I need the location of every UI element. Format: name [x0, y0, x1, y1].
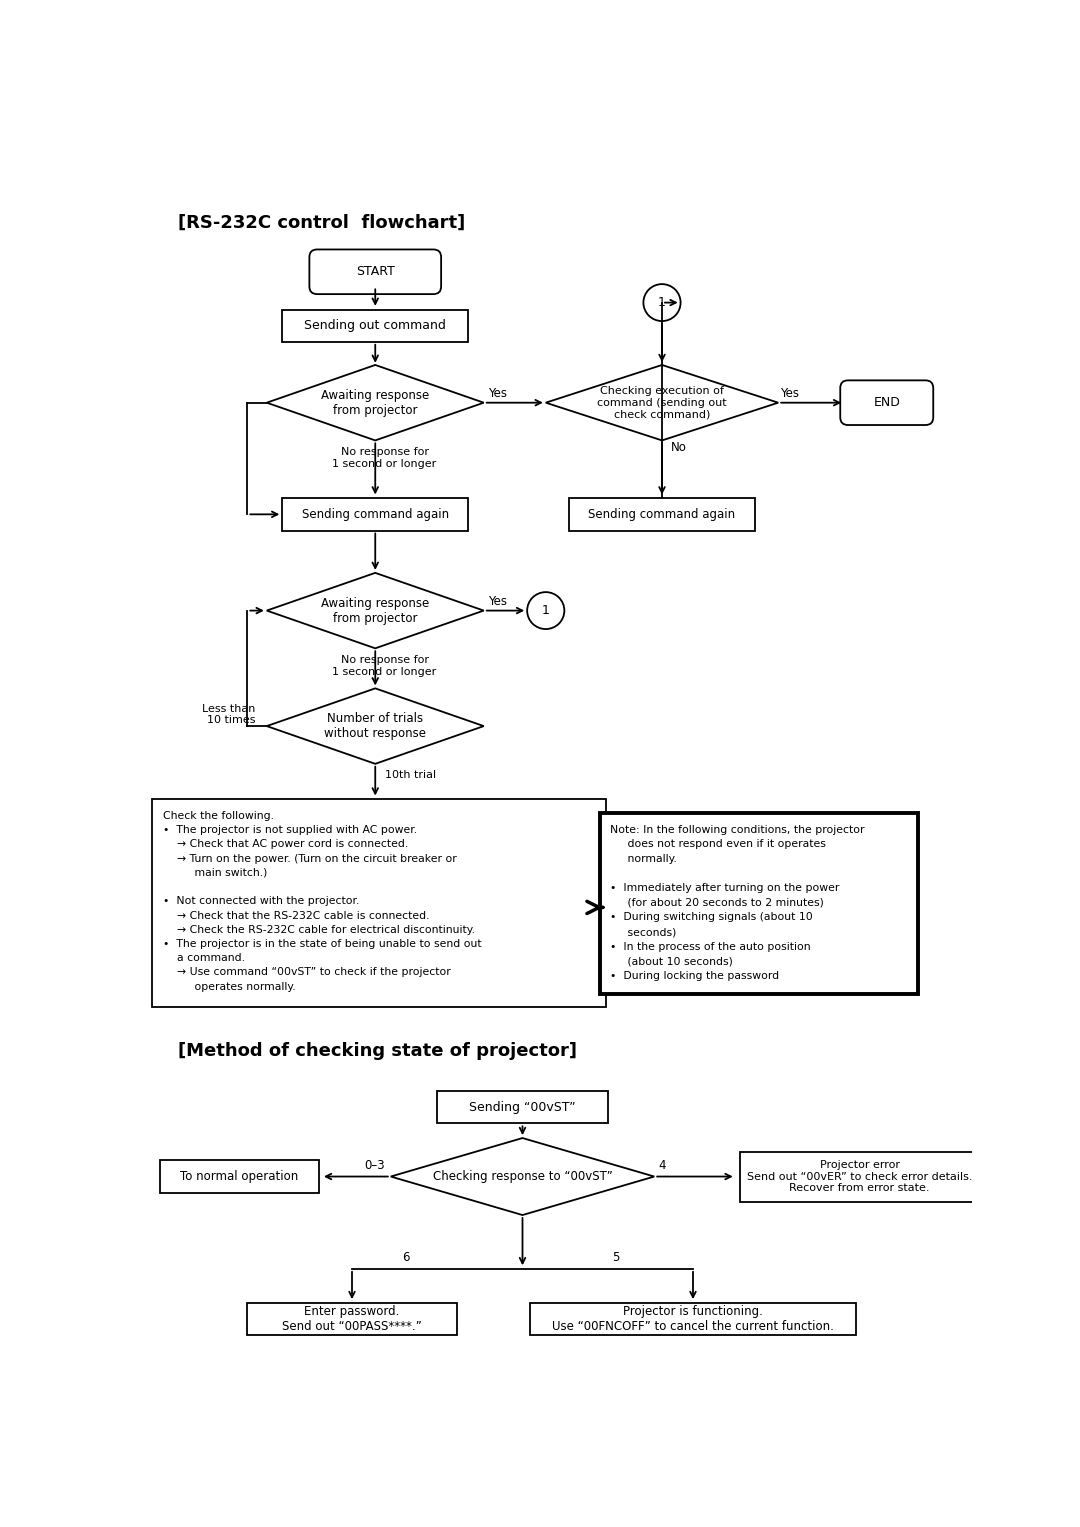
Text: •  Not connected with the projector.: • Not connected with the projector. [162, 896, 359, 906]
Text: Sending “00vST”: Sending “00vST” [469, 1101, 576, 1113]
Text: → Check the RS-232C cable for electrical discontinuity.: → Check the RS-232C cable for electrical… [162, 925, 474, 935]
FancyBboxPatch shape [152, 799, 606, 1008]
Text: → Check that the RS-232C cable is connected.: → Check that the RS-232C cable is connec… [162, 910, 429, 921]
Text: → Use command “00vST” to check if the projector: → Use command “00vST” to check if the pr… [162, 968, 450, 977]
Text: 5: 5 [611, 1251, 619, 1264]
FancyBboxPatch shape [160, 1161, 319, 1193]
Circle shape [527, 592, 565, 629]
Text: Sending command again: Sending command again [589, 508, 735, 521]
Text: No response for
1 second or longer: No response for 1 second or longer [333, 655, 436, 676]
Text: a command.: a command. [162, 953, 244, 964]
Text: (about 10 seconds): (about 10 seconds) [610, 956, 733, 967]
Text: Projector error
Send out “00vER” to check error details.
Recover from error stat: Projector error Send out “00vER” to chec… [747, 1161, 972, 1193]
Text: operates normally.: operates normally. [162, 982, 295, 991]
Text: •  The projector is in the state of being unable to send out: • The projector is in the state of being… [162, 939, 481, 948]
Text: 4: 4 [658, 1159, 665, 1173]
FancyBboxPatch shape [247, 1303, 457, 1335]
Text: 1: 1 [542, 605, 550, 617]
Text: [Method of checking state of projector]: [Method of checking state of projector] [177, 1041, 577, 1060]
Text: [RS-232C control  flowchart]: [RS-232C control flowchart] [177, 214, 464, 231]
FancyBboxPatch shape [600, 812, 918, 994]
Text: •  During switching signals (about 10: • During switching signals (about 10 [610, 913, 813, 922]
FancyBboxPatch shape [282, 310, 469, 342]
Text: → Turn on the power. (Turn on the circuit breaker or: → Turn on the power. (Turn on the circui… [162, 854, 456, 864]
Text: •  During locking the password: • During locking the password [610, 971, 779, 980]
Text: does not respond even if it operates: does not respond even if it operates [610, 840, 826, 849]
Text: Checking response to “00vST”: Checking response to “00vST” [433, 1170, 612, 1183]
FancyBboxPatch shape [569, 498, 755, 530]
Text: •  Immediately after turning on the power: • Immediately after turning on the power [610, 883, 839, 893]
Polygon shape [267, 573, 484, 649]
Text: Less than
10 times: Less than 10 times [202, 704, 255, 725]
Polygon shape [267, 689, 484, 764]
Text: Projector is functioning.
Use “00FNCOFF” to cancel the current function.: Projector is functioning. Use “00FNCOFF”… [552, 1306, 834, 1333]
Text: Number of trials
without response: Number of trials without response [324, 712, 427, 741]
Text: No response for
1 second or longer: No response for 1 second or longer [333, 447, 436, 469]
Text: END: END [874, 395, 901, 409]
FancyBboxPatch shape [840, 380, 933, 425]
FancyBboxPatch shape [309, 249, 441, 295]
Text: (for about 20 seconds to 2 minutes): (for about 20 seconds to 2 minutes) [610, 898, 824, 907]
FancyBboxPatch shape [437, 1092, 608, 1124]
Text: Yes: Yes [488, 386, 508, 400]
Text: 0–3: 0–3 [364, 1159, 384, 1173]
Text: 10th trial: 10th trial [384, 770, 435, 780]
Circle shape [644, 284, 680, 321]
Text: Awaiting response
from projector: Awaiting response from projector [321, 389, 430, 417]
Text: 1: 1 [658, 296, 666, 308]
Text: No: No [672, 441, 687, 454]
Text: •  The projector is not supplied with AC power.: • The projector is not supplied with AC … [162, 825, 417, 835]
Text: → Check that AC power cord is connected.: → Check that AC power cord is connected. [162, 840, 408, 849]
Text: Yes: Yes [488, 596, 508, 608]
Polygon shape [391, 1138, 654, 1215]
Text: To normal operation: To normal operation [180, 1170, 299, 1183]
Text: Sending out command: Sending out command [305, 319, 446, 333]
Text: Enter password.
Send out “00PASS****.”: Enter password. Send out “00PASS****.” [282, 1306, 422, 1333]
Text: Note: In the following conditions, the projector: Note: In the following conditions, the p… [610, 825, 865, 835]
FancyBboxPatch shape [282, 498, 469, 530]
Polygon shape [267, 365, 484, 440]
Text: 6: 6 [403, 1251, 410, 1264]
Text: Awaiting response
from projector: Awaiting response from projector [321, 597, 430, 625]
Text: Checking execution of
command (sending out
check command): Checking execution of command (sending o… [597, 386, 727, 420]
Text: Yes: Yes [780, 386, 799, 400]
Text: seconds): seconds) [610, 927, 676, 938]
FancyBboxPatch shape [530, 1303, 855, 1335]
FancyBboxPatch shape [740, 1151, 980, 1202]
Text: Sending command again: Sending command again [301, 508, 449, 521]
Text: •  In the process of the auto position: • In the process of the auto position [610, 942, 811, 951]
Polygon shape [545, 365, 779, 440]
Text: normally.: normally. [610, 854, 677, 864]
Text: main switch.): main switch.) [162, 867, 267, 878]
Text: START: START [355, 266, 394, 278]
Text: Check the following.: Check the following. [162, 811, 273, 822]
